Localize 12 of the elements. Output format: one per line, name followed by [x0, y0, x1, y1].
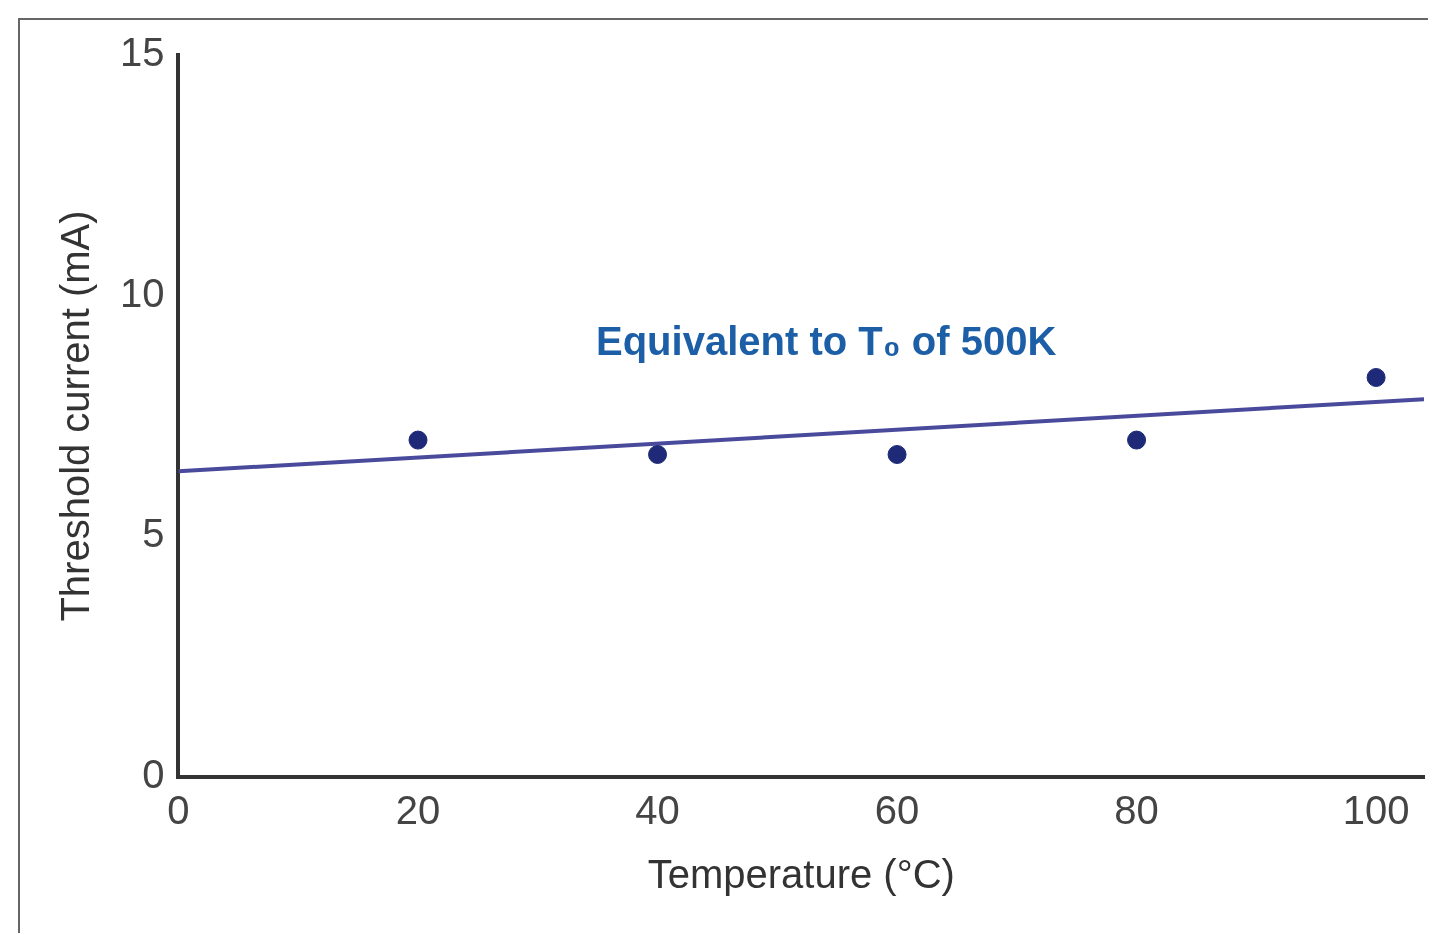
y-tick-label: 5 [142, 511, 165, 556]
x-tick-label: 100 [1342, 788, 1410, 833]
y-tick-label: 10 [119, 270, 165, 315]
x-tick-label: 60 [874, 788, 920, 833]
y-tick-label: 15 [119, 30, 165, 75]
annotation: Equivalent to T₀ of 500K [596, 318, 1057, 363]
x-tick-label: 40 [635, 788, 680, 833]
y-axis-title: Threshold current (mA) [53, 210, 98, 622]
x-axis-title: Temperature (°C) [647, 852, 955, 897]
x-tick-label: 80 [1114, 788, 1159, 833]
x-tick-label: 20 [395, 788, 441, 833]
y-tick-label: 0 [142, 752, 165, 797]
